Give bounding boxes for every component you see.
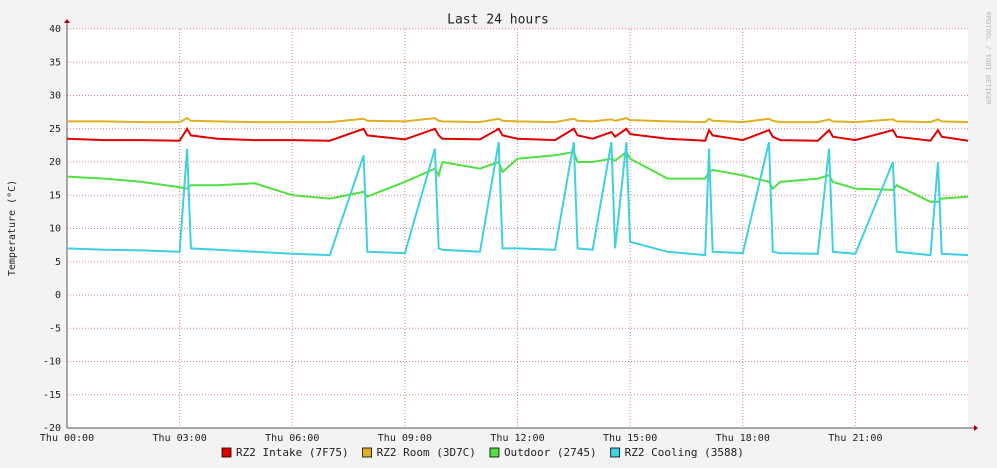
x-tick-label: Thu 03:00 — [153, 433, 207, 444]
legend-label: RZ2 Intake (7F75) — [236, 446, 349, 459]
y-tick-label: 35 — [49, 57, 61, 68]
y-tick-label: 15 — [49, 190, 61, 201]
legend-swatch — [221, 447, 232, 458]
legend-label: RZ2 Cooling (3588) — [625, 446, 744, 459]
x-tick-label: Thu 12:00 — [490, 433, 544, 444]
y-tick-label: 10 — [49, 224, 61, 235]
data-line — [66, 126, 969, 142]
y-tick-label: -20 — [43, 423, 61, 434]
x-tick-label: Thu 00:00 — [40, 433, 94, 444]
chart-title: Last 24 hours — [447, 13, 549, 28]
y-tick-label: 25 — [49, 124, 61, 135]
legend-label: RZ2 Room (3D7C) — [377, 446, 476, 459]
x-tick-label: Thu 18:00 — [716, 433, 770, 444]
y-tick-label: -10 — [43, 357, 61, 368]
x-tick-label: Thu 15:00 — [603, 433, 657, 444]
x-tick-label: Thu 09:00 — [378, 433, 432, 444]
y-tick-label: -15 — [43, 390, 61, 401]
y-tick-label: 0 — [55, 290, 61, 301]
watermark: RRDTOOL / TOBI OETIKER — [984, 12, 992, 106]
y-tick-label: -5 — [49, 323, 61, 334]
y-tick-label: 40 — [49, 24, 61, 35]
axis-arrow — [64, 19, 70, 23]
y-axis-label: Temperature (°C) — [7, 180, 18, 276]
y-tick-label: 30 — [49, 91, 61, 102]
y-tick-label: 20 — [49, 157, 61, 168]
legend-swatch — [489, 447, 500, 458]
x-tick-label: Thu 21:00 — [828, 433, 882, 444]
legend-label: Outdoor (2745) — [504, 446, 597, 459]
data-line — [66, 141, 969, 257]
axis-arrow — [974, 425, 978, 431]
legend-swatch — [362, 447, 372, 458]
legend-swatch — [610, 447, 621, 458]
x-tick-label: Thu 06:00 — [265, 433, 319, 444]
y-tick-label: 5 — [55, 257, 61, 268]
data-line — [67, 116, 969, 124]
